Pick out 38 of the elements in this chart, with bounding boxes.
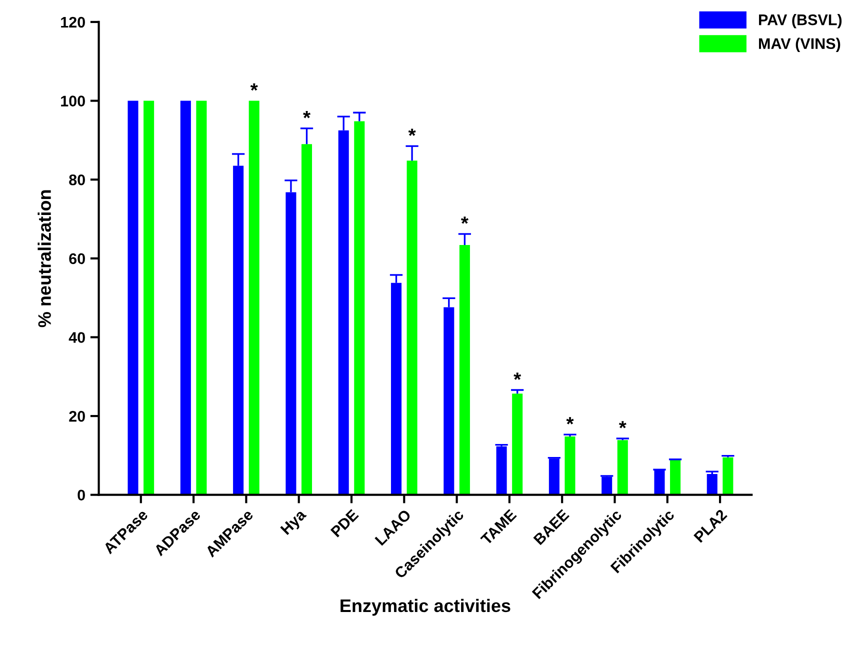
annotation: *: [618, 421, 626, 428]
annotation: *: [250, 83, 258, 91]
annotation: *: [566, 417, 574, 424]
x-axis-title: Enzymatic activities: [340, 598, 510, 616]
bar: [564, 436, 576, 495]
bar: [354, 121, 365, 495]
legend-label: PAV (BSVL): [759, 14, 842, 28]
bar: [180, 100, 191, 495]
bar: [196, 100, 207, 495]
bar: [706, 474, 718, 495]
bar: [617, 440, 628, 495]
bar: [548, 458, 560, 495]
y-tick-label: 40: [68, 332, 85, 343]
bar: [248, 100, 260, 495]
y-tick-label: 60: [69, 253, 85, 264]
bar: [654, 470, 665, 495]
annotation: *: [460, 216, 468, 224]
annotation: *: [408, 128, 416, 136]
y-tick-label: 0: [78, 490, 85, 501]
bar: [722, 457, 734, 495]
annotation: *: [303, 110, 311, 118]
bar: [512, 394, 523, 495]
bar: [406, 160, 418, 495]
y-tick-label: 80: [69, 174, 85, 186]
bar: [144, 100, 154, 495]
bar: [602, 476, 612, 495]
bar: [496, 446, 507, 495]
y-tick-label: 20: [69, 410, 85, 422]
y-tick-label: 120: [61, 16, 85, 28]
annotation: *: [514, 372, 522, 380]
bar: [670, 460, 681, 495]
y-tick-label: 100: [61, 96, 85, 106]
y-axis-title: % neutralization: [38, 190, 51, 328]
bar: [301, 144, 312, 495]
x-tick-label: Hya: [280, 508, 309, 538]
bar: [128, 100, 138, 495]
legend-label: MAV (VINS): [759, 38, 840, 52]
bar: [459, 245, 470, 495]
